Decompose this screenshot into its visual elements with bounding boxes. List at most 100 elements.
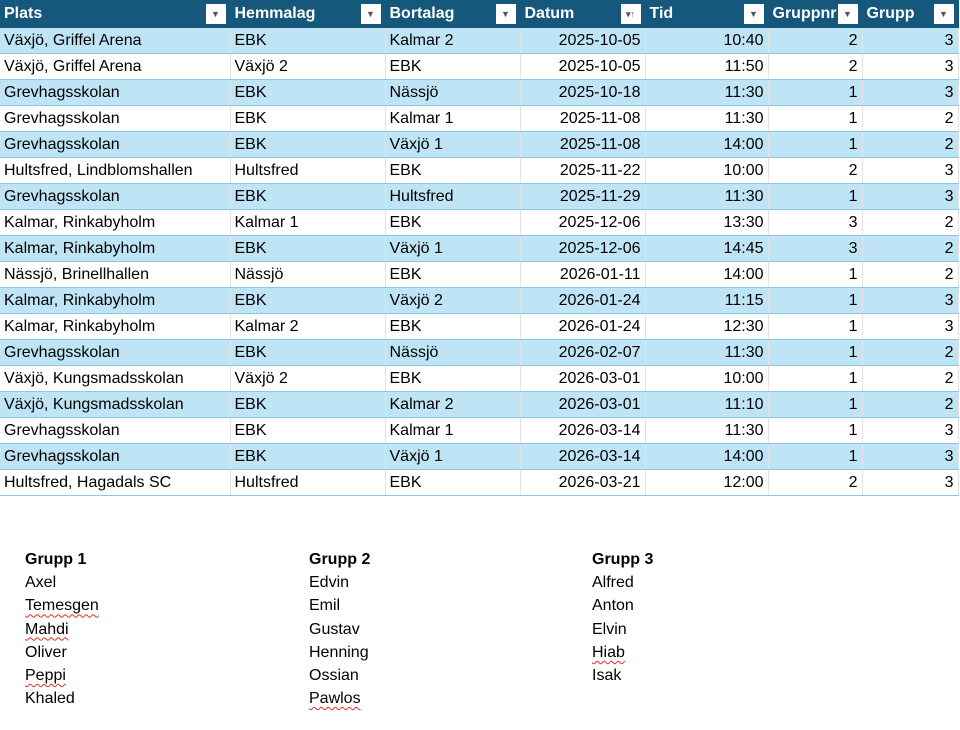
- cell-plats[interactable]: Kalmar, Rinkabyholm: [0, 209, 231, 236]
- cell-gruppnr[interactable]: 1: [768, 105, 863, 132]
- cell-datum[interactable]: 2025-11-08: [520, 105, 646, 132]
- cell-gruppnr[interactable]: 1: [768, 391, 863, 418]
- cell-tid[interactable]: 11:30: [645, 339, 769, 366]
- cell-grupp[interactable]: 3: [862, 157, 959, 184]
- cell-tid[interactable]: 13:30: [645, 209, 769, 236]
- cell-datum[interactable]: 2026-01-11: [520, 261, 646, 288]
- cell-hemmalag[interactable]: Växjö 2: [230, 53, 386, 80]
- cell-grupp[interactable]: 2: [862, 365, 959, 392]
- cell-datum[interactable]: 2025-10-05: [520, 28, 646, 54]
- cell-gruppnr[interactable]: 1: [768, 417, 863, 444]
- filter-dropdown-icon[interactable]: ▼: [205, 4, 226, 24]
- cell-grupp[interactable]: 3: [862, 443, 959, 470]
- cell-tid[interactable]: 11:30: [645, 183, 769, 210]
- cell-plats[interactable]: Grevhagsskolan: [0, 417, 231, 444]
- cell-bortalag[interactable]: Hultsfred: [385, 183, 521, 210]
- cell-hemmalag[interactable]: EBK: [230, 235, 386, 262]
- cell-plats[interactable]: Kalmar, Rinkabyholm: [0, 235, 231, 262]
- cell-hemmalag[interactable]: EBK: [230, 339, 386, 366]
- cell-hemmalag[interactable]: Kalmar 1: [230, 209, 386, 236]
- cell-datum[interactable]: 2026-01-24: [520, 287, 646, 314]
- cell-tid[interactable]: 11:30: [645, 79, 769, 106]
- cell-plats[interactable]: Grevhagsskolan: [0, 443, 231, 470]
- cell-grupp[interactable]: 3: [862, 79, 959, 106]
- cell-bortalag[interactable]: Kalmar 2: [385, 28, 521, 54]
- cell-hemmalag[interactable]: Hultsfred: [230, 469, 386, 496]
- cell-plats[interactable]: Växjö, Kungsmadsskolan: [0, 391, 231, 418]
- cell-gruppnr[interactable]: 3: [768, 209, 863, 236]
- filter-dropdown-icon[interactable]: ▼: [495, 4, 516, 24]
- cell-plats[interactable]: Kalmar, Rinkabyholm: [0, 313, 231, 340]
- cell-gruppnr[interactable]: 1: [768, 183, 863, 210]
- cell-tid[interactable]: 14:00: [645, 261, 769, 288]
- cell-tid[interactable]: 11:10: [645, 391, 769, 418]
- cell-datum[interactable]: 2025-10-18: [520, 79, 646, 106]
- cell-plats[interactable]: Grevhagsskolan: [0, 339, 231, 366]
- cell-gruppnr[interactable]: 2: [768, 28, 863, 54]
- cell-tid[interactable]: 10:00: [645, 365, 769, 392]
- cell-bortalag[interactable]: EBK: [385, 313, 521, 340]
- cell-datum[interactable]: 2026-03-21: [520, 469, 646, 496]
- cell-gruppnr[interactable]: 1: [768, 313, 863, 340]
- cell-plats[interactable]: Växjö, Griffel Arena: [0, 28, 231, 54]
- cell-bortalag[interactable]: Kalmar 2: [385, 391, 521, 418]
- cell-gruppnr[interactable]: 1: [768, 287, 863, 314]
- cell-datum[interactable]: 2026-03-14: [520, 443, 646, 470]
- cell-bortalag[interactable]: EBK: [385, 157, 521, 184]
- cell-hemmalag[interactable]: EBK: [230, 79, 386, 106]
- cell-grupp[interactable]: 2: [862, 131, 959, 158]
- cell-datum[interactable]: 2025-11-29: [520, 183, 646, 210]
- cell-plats[interactable]: Grevhagsskolan: [0, 105, 231, 132]
- cell-tid[interactable]: 12:00: [645, 469, 769, 496]
- cell-tid[interactable]: 11:15: [645, 287, 769, 314]
- cell-grupp[interactable]: 2: [862, 235, 959, 262]
- cell-grupp[interactable]: 2: [862, 261, 959, 288]
- cell-plats[interactable]: Grevhagsskolan: [0, 79, 231, 106]
- cell-bortalag[interactable]: EBK: [385, 365, 521, 392]
- cell-hemmalag[interactable]: EBK: [230, 417, 386, 444]
- cell-gruppnr[interactable]: 1: [768, 261, 863, 288]
- cell-bortalag[interactable]: Nässjö: [385, 79, 521, 106]
- cell-hemmalag[interactable]: EBK: [230, 183, 386, 210]
- cell-datum[interactable]: 2025-11-08: [520, 131, 646, 158]
- cell-plats[interactable]: Växjö, Kungsmadsskolan: [0, 365, 231, 392]
- cell-bortalag[interactable]: Kalmar 1: [385, 105, 521, 132]
- cell-bortalag[interactable]: Växjö 1: [385, 131, 521, 158]
- cell-plats[interactable]: Hultsfred, Lindblomshallen: [0, 157, 231, 184]
- cell-grupp[interactable]: 3: [862, 417, 959, 444]
- sort-filter-icon[interactable]: ▾↑: [620, 4, 641, 24]
- cell-grupp[interactable]: 3: [862, 53, 959, 80]
- cell-plats[interactable]: Grevhagsskolan: [0, 131, 231, 158]
- cell-grupp[interactable]: 3: [862, 313, 959, 340]
- cell-datum[interactable]: 2025-12-06: [520, 235, 646, 262]
- cell-bortalag[interactable]: EBK: [385, 261, 521, 288]
- cell-datum[interactable]: 2025-10-05: [520, 53, 646, 80]
- cell-tid[interactable]: 10:00: [645, 157, 769, 184]
- cell-tid[interactable]: 14:45: [645, 235, 769, 262]
- filter-dropdown-icon[interactable]: ▼: [933, 4, 954, 24]
- cell-gruppnr[interactable]: 1: [768, 339, 863, 366]
- cell-bortalag[interactable]: EBK: [385, 209, 521, 236]
- cell-hemmalag[interactable]: EBK: [230, 131, 386, 158]
- cell-tid[interactable]: 11:50: [645, 53, 769, 80]
- filter-dropdown-icon[interactable]: ▼: [360, 4, 381, 24]
- cell-hemmalag[interactable]: EBK: [230, 28, 386, 54]
- cell-plats[interactable]: Grevhagsskolan: [0, 183, 231, 210]
- cell-datum[interactable]: 2025-12-06: [520, 209, 646, 236]
- cell-tid[interactable]: 11:30: [645, 417, 769, 444]
- cell-gruppnr[interactable]: 1: [768, 79, 863, 106]
- cell-plats[interactable]: Nässjö, Brinellhallen: [0, 261, 231, 288]
- cell-tid[interactable]: 14:00: [645, 443, 769, 470]
- cell-bortalag[interactable]: Kalmar 1: [385, 417, 521, 444]
- cell-plats[interactable]: Kalmar, Rinkabyholm: [0, 287, 231, 314]
- cell-hemmalag[interactable]: Växjö 2: [230, 365, 386, 392]
- cell-datum[interactable]: 2026-03-01: [520, 391, 646, 418]
- cell-gruppnr[interactable]: 3: [768, 235, 863, 262]
- cell-bortalag[interactable]: EBK: [385, 53, 521, 80]
- cell-tid[interactable]: 11:30: [645, 105, 769, 132]
- cell-tid[interactable]: 14:00: [645, 131, 769, 158]
- cell-bortalag[interactable]: Växjö 2: [385, 287, 521, 314]
- cell-gruppnr[interactable]: 2: [768, 53, 863, 80]
- cell-hemmalag[interactable]: Nässjö: [230, 261, 386, 288]
- cell-grupp[interactable]: 2: [862, 105, 959, 132]
